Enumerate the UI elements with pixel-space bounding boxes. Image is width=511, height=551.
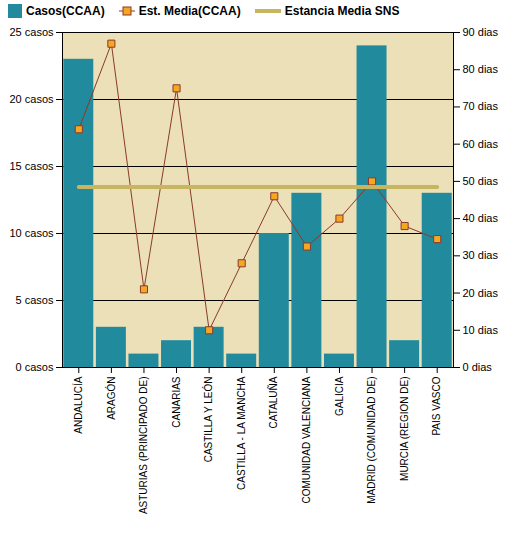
svg-text:MADRID (COMUNIDAD DE): MADRID (COMUNIDAD DE) [366,377,377,504]
svg-text:CATALUÑA: CATALUÑA [267,376,279,428]
svg-text:0 casos: 0 casos [16,361,54,373]
svg-text:COMUNIDAD VALENCIANA: COMUNIDAD VALENCIANA [301,376,312,503]
html-text:Estancia Media SNS: Estancia Media SNS [284,4,400,18]
svg-text:ARAGÓN: ARAGÓN [105,377,117,420]
svg-text:80 dias: 80 dias [463,63,499,75]
svg-text:20 casos: 20 casos [9,93,54,105]
svg-text:CANARIAS: CANARIAS [171,376,182,427]
svg-text:25 casos: 25 casos [9,26,54,38]
html-text:Est. Media(CCAA): Est. Media(CCAA) [138,4,241,18]
svg-text:30 dias: 30 dias [463,249,499,261]
svg-text:20 dias: 20 dias [463,287,499,299]
svg-text:70 dias: 70 dias [463,100,499,112]
svg-text:ASTURIAS (PRINCIPADO DE): ASTURIAS (PRINCIPADO DE) [138,377,149,515]
svg-text:90 dias: 90 dias [463,26,499,38]
svg-text:MURCIA (REGION DE): MURCIA (REGION DE) [399,377,410,481]
svg-text:CASTILLA - LA MANCHA: CASTILLA - LA MANCHA [236,376,247,490]
svg-text:40 dias: 40 dias [463,212,499,224]
svg-text:GALICIA: GALICIA [334,376,345,416]
html-text:Casos(CCAA): Casos(CCAA) [26,4,105,18]
svg-text:5 casos: 5 casos [16,294,54,306]
svg-text:10 casos: 10 casos [9,227,54,239]
svg-text:ANDALUCÍA: ANDALUCÍA [72,376,84,434]
svg-text:50 dias: 50 dias [463,175,499,187]
svg-text:60 dias: 60 dias [463,138,499,150]
svg-text:10 dias: 10 dias [463,324,499,336]
svg-text:PAIS VASCO: PAIS VASCO [431,376,442,435]
svg-text:15 casos: 15 casos [9,160,54,172]
svg-text:0 dias: 0 dias [463,361,493,373]
svg-text:CASTILLA Y LEÓN: CASTILLA Y LEÓN [202,377,214,463]
